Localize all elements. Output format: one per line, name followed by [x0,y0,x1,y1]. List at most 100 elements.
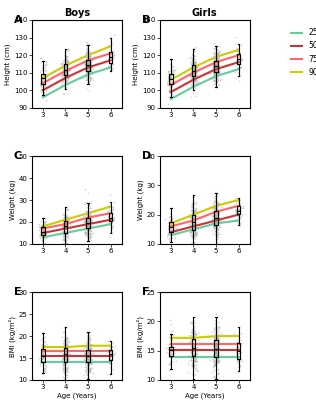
Point [189,61,194,67]
Point [235,364,240,370]
Point [237,65,242,72]
Point [213,338,218,344]
Point [85,65,90,72]
Point [189,332,194,338]
Point [106,214,111,220]
Point [86,353,91,360]
Point [88,220,93,226]
Point [167,220,173,226]
Point [84,56,89,62]
Point [169,221,174,227]
Point [86,368,91,375]
Point [40,362,45,368]
Point [191,211,196,217]
Point [190,218,195,224]
Point [39,89,44,96]
Point [216,71,221,78]
Point [214,63,219,69]
Point [62,336,67,343]
Y-axis label: Weight (kg): Weight (kg) [137,180,144,220]
Point [64,220,69,227]
Point [59,60,64,66]
Point [84,48,89,54]
Point [190,227,195,233]
Point [84,354,89,360]
Point [62,345,67,351]
Point [86,62,91,68]
Point [239,342,244,348]
Point [188,228,193,234]
Point [84,225,89,231]
Point [62,218,67,224]
Point [63,231,68,238]
Point [216,52,221,58]
Point [188,70,193,76]
Point [40,227,45,233]
Point [88,59,93,66]
Point [86,365,91,371]
Point [192,228,198,234]
Point [190,66,195,73]
Point [191,62,196,68]
Point [83,57,88,64]
Point [167,351,173,358]
Point [210,64,215,70]
Point [84,65,89,71]
Point [215,343,220,349]
Point [191,337,196,344]
Point [85,54,90,60]
Point [86,226,91,232]
Point [172,80,177,86]
Point [85,218,90,224]
Point [85,56,90,62]
Point [84,367,89,374]
Point [187,229,192,236]
Point [86,356,91,362]
Point [62,368,67,374]
Point [63,214,68,220]
Point [235,56,240,62]
Point [190,351,195,358]
Point [236,51,241,57]
Point [39,230,44,236]
Point [213,214,218,220]
Point [189,336,194,343]
Point [60,60,65,67]
Point [212,62,217,68]
Point [87,68,92,75]
Point [84,374,89,381]
Point [60,232,65,238]
Point [85,215,90,221]
Point [88,368,93,375]
Point [62,72,67,78]
Point [106,62,111,69]
Point [64,214,69,220]
Point [65,219,70,225]
Point [167,73,172,79]
Point [86,350,91,356]
Point [64,69,69,76]
Point [110,204,115,210]
Point [188,227,193,234]
Point [109,208,114,214]
Point [188,54,193,60]
Point [84,338,89,344]
Point [62,76,67,83]
Point [86,62,91,68]
Point [216,82,221,88]
Point [107,353,112,360]
Point [212,326,217,332]
Point [212,338,217,344]
Point [84,364,89,371]
Point [38,87,43,94]
Point [213,354,218,361]
Point [214,216,219,222]
Point [196,68,201,74]
Point [65,352,70,358]
Point [40,348,45,354]
Point [66,233,71,239]
Point [85,354,90,361]
Point [63,230,68,236]
Point [88,347,93,354]
Point [216,349,221,356]
